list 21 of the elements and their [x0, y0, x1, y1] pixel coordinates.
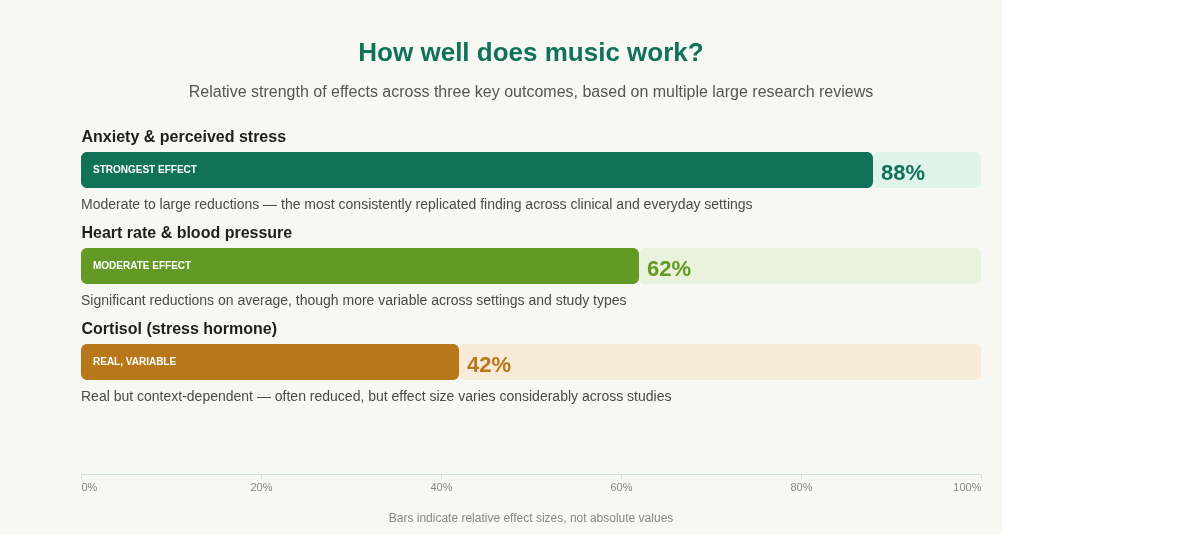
annotation: Significant reductions on average, though more variable across settings and study types	[81, 292, 627, 308]
x-tick-label: 0%	[81, 480, 98, 493]
annotation: Moderate to large reductions — the most consistently replicated finding across clinical and everyday settings	[81, 196, 753, 212]
x-tick-label: 80%	[790, 480, 813, 493]
x-tick-label: 40%	[430, 480, 453, 493]
x-tick-label: 100%	[953, 480, 982, 493]
chart-subtitle: Relative strength of effects across three key outcomes, based on multiple large research reviews	[188, 83, 874, 100]
annotation: REAL, VARIABLE	[93, 356, 177, 367]
x-tick-label: 20%	[250, 480, 273, 493]
y-tick-label: Anxiety & perceived stress	[81, 128, 287, 145]
y-tick-label: Heart rate & blood pressure	[81, 224, 293, 241]
data-label: 88%	[881, 160, 926, 185]
chart-title: How well does music work?	[358, 37, 704, 67]
text: Bars indicate relative effect sizes, not absolute values	[388, 511, 674, 525]
annotation: Real but context-dependent — often reduced, but effect size varies considerably across studies	[81, 388, 672, 404]
data-label: 42%	[467, 352, 512, 377]
data-label: 62%	[647, 256, 692, 281]
y-tick-label: Cortisol (stress hormone)	[81, 320, 278, 337]
x-tick-label: 60%	[610, 480, 633, 493]
annotation: STRONGEST EFFECT	[93, 164, 197, 175]
annotation: MODERATE EFFECT	[93, 260, 192, 271]
